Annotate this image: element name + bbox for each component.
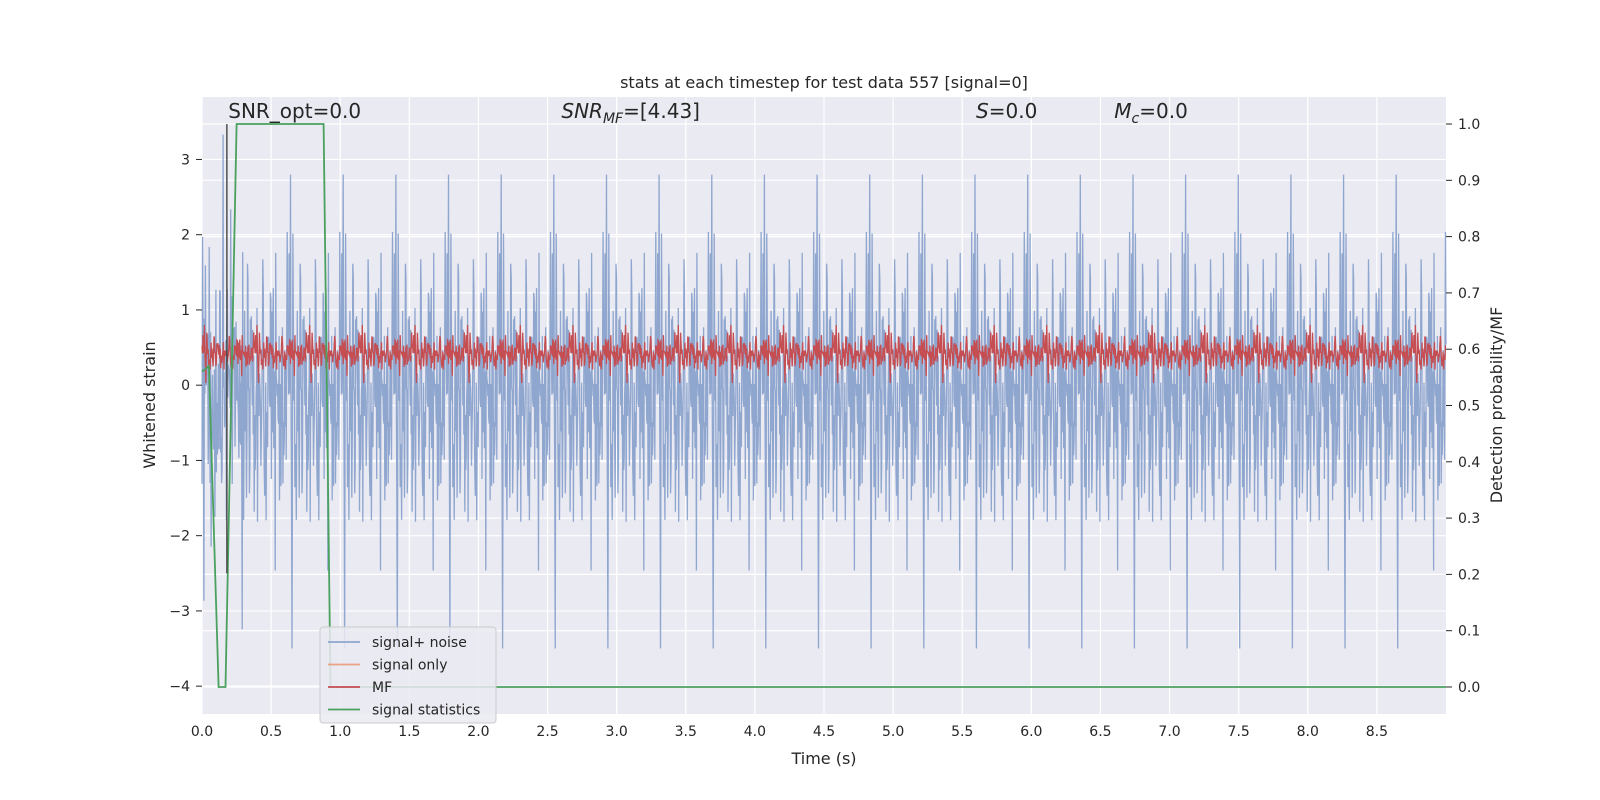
legend-box [319,626,497,724]
x-tick-label: 4.0 [744,724,766,740]
annotation-text: Mc=0.0 [1114,99,1188,127]
y2-tick-label: 0.1 [1458,624,1480,640]
annotations: SNR_opt=0.0 SNRMF=[4.43] S=0.0 Mc=0.0 [228,99,1188,127]
annotation-text: SNRMF=[4.43] [561,99,700,127]
y-tick-labels: 3 2 1 0 −1 −2 −3 −4 [169,152,202,695]
x-tick-labels: 0.0 0.5 1.0 1.5 2.0 2.5 3.0 3.5 4.0 4.5 5.0 5.5 6.0 6… [191,724,1388,740]
legend-label: signal statistics [372,703,480,719]
annotation-text: S=0.0 [976,99,1037,123]
y2-axis-label: Detection probability/MF [1487,307,1506,504]
y2-tick-label: 0.4 [1458,455,1480,471]
y-tick-label: −3 [169,604,190,620]
y-tick-label: 3 [181,152,190,168]
y-tick-label: 1 [181,303,190,319]
x-tick-label: 2.0 [467,724,489,740]
x-tick-label: 2.5 [536,724,558,740]
y2-tick-label: 0.0 [1458,680,1480,696]
x-tick-label: 8.0 [1297,724,1319,740]
x-tick-label: 4.5 [813,724,835,740]
y-tick-label: 2 [181,228,190,244]
x-axis-label: Time (s) [790,749,856,768]
x-tick-label: 7.5 [1228,724,1250,740]
x-tick-label: 3.0 [606,724,628,740]
series-line-signal-statistics [201,123,1446,688]
x-tick-label: 1.0 [329,724,351,740]
x-tick-label: 5.0 [882,724,904,740]
y2-tick-label: 0.6 [1458,342,1480,358]
x-tick-label: 6.0 [1020,724,1042,740]
x-tick-label: 3.5 [675,724,697,740]
x-tick-label: 0.5 [260,724,282,740]
y-tick-label: −4 [169,679,190,695]
y2-tick-label: 0.5 [1458,399,1480,415]
y-tick-label: −1 [169,453,190,469]
series-line-mf [201,324,1447,384]
y2-tick-label: 0.7 [1458,286,1480,302]
annotation-text: SNR_opt=0.0 [228,99,361,123]
y-axis-label: Whitened strain [140,341,159,468]
y2-tick-label: 0.2 [1458,567,1480,583]
chart-title: stats at each timestep for test data 557… [620,73,1028,92]
legend: signal+ noise signal only MF signal statist… [319,626,497,724]
y-tick-label: −2 [169,529,190,545]
y2-tick-label: 1.0 [1458,117,1480,133]
legend-label: signal+ noise [372,635,467,651]
x-tick-label: 7.0 [1158,724,1180,740]
y2-tick-label: 0.8 [1458,230,1480,246]
y2-tick-label: 0.3 [1458,511,1480,527]
x-tick-label: 6.5 [1089,724,1111,740]
y2-tick-label: 0.9 [1458,173,1480,189]
legend-label: MF [372,680,392,696]
x-tick-label: 1.5 [398,724,420,740]
y2-tick-labels: 1.0 0.9 0.8 0.7 0.6 0.5 0.4 0.3 0.2 0.1 0.0 [1446,117,1480,696]
y-tick-label: 0 [181,378,190,394]
series-mf [201,324,1447,384]
x-tick-label: 5.5 [951,724,973,740]
series-signal-statistics [201,123,1446,688]
x-tick-label: 8.5 [1366,724,1388,740]
legend-label: signal only [372,658,447,674]
x-tick-label: 0.0 [191,724,213,740]
